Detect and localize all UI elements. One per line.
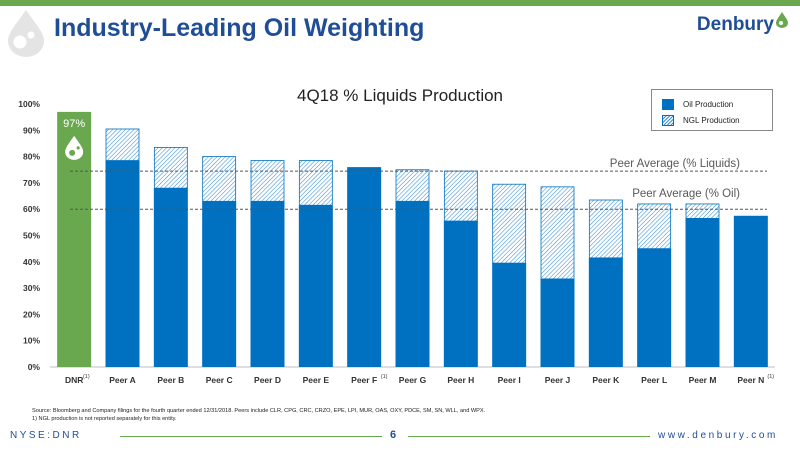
- x-tick-label: Peer B: [157, 375, 184, 385]
- dnr-drop-bubble: [69, 149, 76, 156]
- oil-bar: [202, 201, 237, 367]
- x-tick-label: Peer J: [545, 375, 571, 385]
- brand-logo-text: Denbury: [696, 14, 774, 35]
- footer-rule-right: [408, 436, 650, 437]
- x-tick-label: Peer F: [351, 375, 377, 385]
- oil-bar: [733, 215, 768, 367]
- reference-line-label: Peer Average (% Oil): [632, 188, 740, 200]
- legend-item-oil: Oil Production: [662, 98, 733, 110]
- y-tick-label: 0%: [28, 362, 41, 372]
- ngl-bar: [202, 156, 237, 202]
- chart-title: 4Q18 % Liquids Production: [296, 86, 504, 105]
- ngl-bar: [685, 203, 720, 219]
- y-tick-label: 40%: [23, 257, 40, 267]
- ngl-bar: [153, 146, 188, 189]
- y-tick-label: 80%: [23, 152, 40, 162]
- page-title: Industry-Leading Oil Weighting: [54, 14, 425, 42]
- oil-drop-logo-icon: [8, 10, 44, 57]
- x-tick-label: Peer D: [254, 375, 281, 385]
- legend-swatch-ngl: [662, 114, 674, 126]
- ngl-bar: [588, 199, 623, 259]
- oil-bar: [588, 257, 623, 367]
- footer-website: www.denbury.com: [658, 430, 778, 441]
- oil-bar: [153, 188, 188, 367]
- ngl-bar: [298, 160, 333, 206]
- x-tick-label: Peer E: [303, 375, 330, 385]
- y-tick-label: 100%: [18, 99, 40, 109]
- x-tick-label: DNR: [65, 375, 83, 385]
- legend-label-oil: Oil Production: [683, 99, 734, 109]
- ngl-bar: [540, 186, 575, 280]
- oil-bar: [492, 263, 527, 367]
- footnote-marker: (1): [83, 374, 90, 380]
- ngl-bar: [250, 160, 285, 202]
- x-tick-label: Peer C: [206, 375, 233, 385]
- footnote-marker: (1): [767, 374, 774, 380]
- chart-legend: Oil Production NGL Production: [651, 89, 773, 131]
- y-tick-label: 60%: [23, 204, 40, 214]
- oil-bar: [250, 201, 285, 367]
- brand-drop-icon: [776, 12, 788, 28]
- legend-label-ngl: NGL Production: [683, 115, 740, 125]
- footer-rule-left: [120, 436, 382, 437]
- legend-swatch-oil: [662, 98, 674, 110]
- ngl-bar: [443, 170, 478, 222]
- legend-item-ngl: NGL Production: [662, 114, 740, 126]
- x-tick-label: Peer H: [447, 375, 474, 385]
- ngl-bar: [492, 183, 527, 264]
- ngl-bar: [395, 169, 430, 202]
- reference-line-label: Peer Average (% Liquids): [610, 158, 740, 170]
- x-tick-label: Peer G: [399, 375, 427, 385]
- x-tick-label: Peer M: [689, 375, 717, 385]
- oil-bar: [105, 160, 140, 367]
- x-tick-label: Peer I: [498, 375, 521, 385]
- page-number: 6: [390, 429, 397, 441]
- y-tick-label: 20%: [23, 309, 40, 319]
- dnr-drop-bubble: [76, 146, 80, 150]
- x-tick-label: Peer L: [641, 375, 667, 385]
- y-tick-label: 70%: [23, 178, 40, 188]
- x-tick-label: Peer A: [109, 375, 136, 385]
- y-tick-label: 30%: [23, 283, 40, 293]
- ngl-bar: [105, 128, 140, 161]
- ngl-bar: [637, 203, 672, 250]
- footer-ticker: NYSE:DNR: [10, 430, 82, 441]
- oil-bar: [637, 248, 672, 367]
- oil-bar: [443, 221, 478, 367]
- x-tick-label: Peer N: [737, 375, 764, 385]
- oil-bar: [685, 218, 720, 367]
- y-tick-label: 90%: [23, 125, 40, 135]
- oil-bar: [395, 201, 430, 367]
- top-accent-bar: [0, 0, 800, 6]
- y-tick-label: 10%: [23, 336, 40, 346]
- oil-bar: [347, 167, 382, 367]
- oil-bar: [540, 278, 575, 367]
- x-tick-label: Peer K: [592, 375, 620, 385]
- y-tick-label: 50%: [23, 231, 40, 241]
- source-note: Source: Bloomberg and Company filings fo…: [32, 408, 486, 414]
- oil-bar: [298, 205, 333, 367]
- footnote-1: 1) NGL production is not reported separa…: [32, 416, 177, 422]
- footnote-marker: (1): [381, 374, 388, 380]
- dnr-data-label: 97%: [63, 118, 85, 130]
